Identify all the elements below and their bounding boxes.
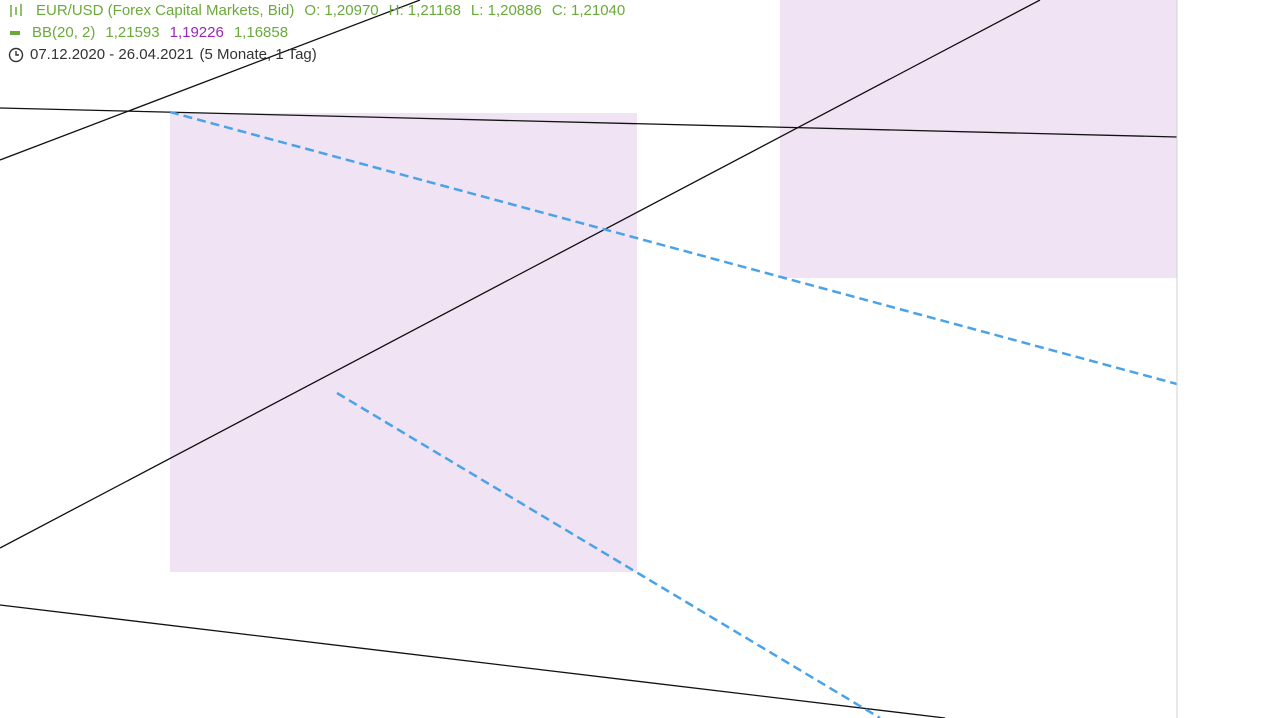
indicator-value: 1,21593 <box>105 24 160 41</box>
ohlc: L: 1,20886 <box>470 2 542 19</box>
trend-line <box>0 107 1177 138</box>
channel-line <box>169 110 1177 386</box>
indicator: BB(20, 2) <box>32 24 96 41</box>
symbol: EUR/USD (Forex Capital Markets, Bid) <box>36 2 295 19</box>
ohlc: C: 1,21040 <box>551 2 626 19</box>
zones <box>170 0 1177 572</box>
highlight-zone <box>170 113 637 572</box>
header-line: EUR/USD (Forex Capital Markets, Bid) O: … <box>8 2 625 19</box>
channel-line <box>336 391 881 718</box>
header-line: BB(20, 2) 1,21593 1,19226 1,16858 <box>8 24 288 41</box>
trend-line <box>0 0 421 161</box>
indicator-value: 1,19226 <box>169 24 224 41</box>
indicator-value: 1,16858 <box>233 24 289 41</box>
trend-line <box>0 0 1041 549</box>
ohlc: O: 1,20970 <box>304 2 379 19</box>
drawings <box>0 0 1177 718</box>
trend-line <box>0 604 946 718</box>
clock-icon <box>8 47 24 62</box>
date-span: (5 Monate, 1 Tag) <box>199 46 317 63</box>
highlight-zone <box>780 0 1177 278</box>
indicator-icon <box>10 30 20 35</box>
ohlc: H: 1,21168 <box>388 2 461 19</box>
chart-icon <box>10 3 22 17</box>
date-range: 07.12.2020 - 26.04.2021 <box>30 46 194 63</box>
header-line: 07.12.2020 - 26.04.2021 (5 Monate, 1 Tag… <box>8 46 317 63</box>
